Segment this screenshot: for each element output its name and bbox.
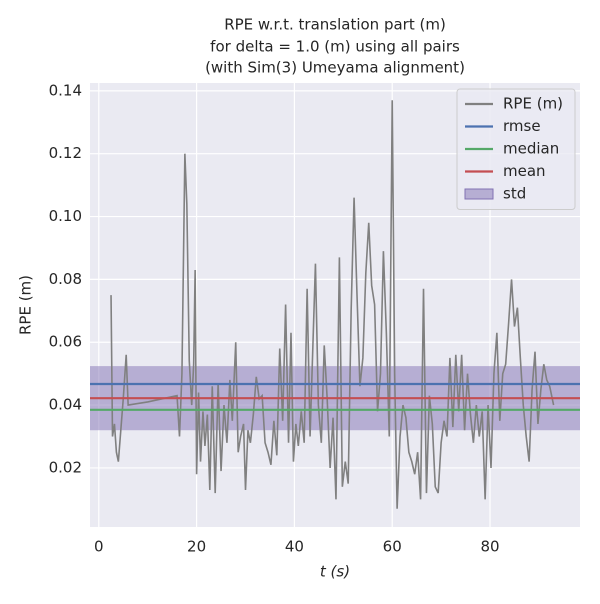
legend-label: std: [503, 185, 526, 203]
legend-label: mean: [503, 162, 546, 180]
y-tick-label: 0.06: [49, 333, 82, 351]
y-tick-label: 0.02: [49, 458, 82, 476]
chart-title: RPE w.r.t. translation part (m): [224, 16, 446, 34]
x-tick-label: 20: [187, 538, 206, 556]
chart-title: (with Sim(3) Umeyama alignment): [205, 59, 465, 77]
y-axis-label: RPE (m): [17, 275, 35, 335]
legend-label: RPE (m): [503, 95, 563, 113]
x-axis-label: t (s): [320, 563, 350, 581]
legend-swatch: [464, 188, 494, 200]
legend-label: median: [503, 140, 559, 158]
y-tick-label: 0.10: [49, 207, 82, 225]
x-tick-label: 40: [285, 538, 304, 556]
y-tick-label: 0.14: [49, 81, 82, 99]
y-tick-label: 0.04: [49, 396, 82, 414]
chart-title: for delta = 1.0 (m) using all pairs: [210, 38, 460, 56]
y-tick-label: 0.08: [49, 270, 82, 288]
x-tick-label: 80: [480, 538, 499, 556]
legend-box: [456, 88, 576, 210]
legend-label: rmse: [503, 117, 541, 135]
x-tick-label: 60: [383, 538, 402, 556]
data-line: [110, 100, 555, 509]
y-tick-label: 0.12: [49, 144, 82, 162]
x-tick-label: 0: [94, 538, 104, 556]
legend: RPE (m) rmse median mean std: [456, 88, 576, 210]
